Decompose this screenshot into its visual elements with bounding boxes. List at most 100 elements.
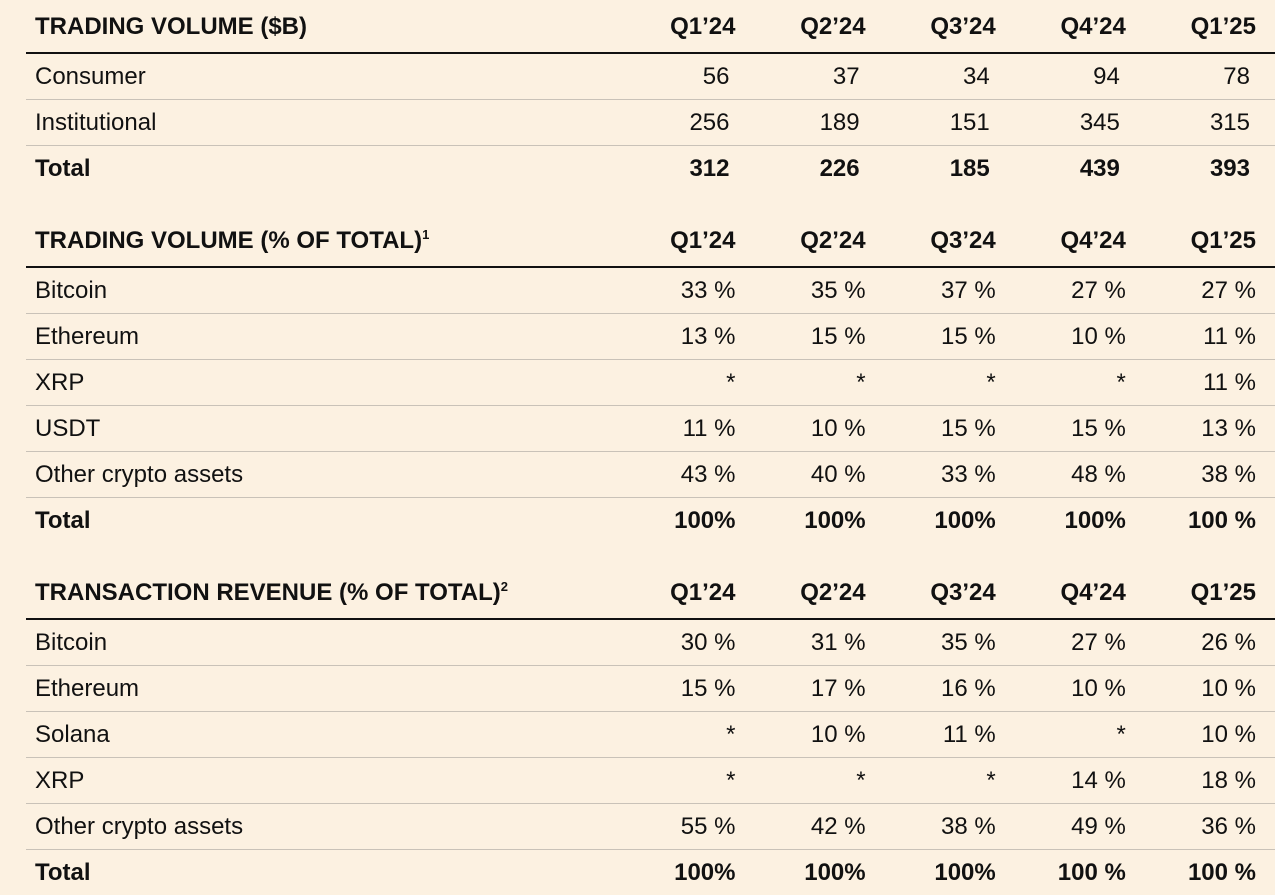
transaction-revenue-percent-table: TRANSACTION REVENUE (% OF TOTAL)2 Q1’24 … <box>26 568 1275 895</box>
cell-value: 100% <box>754 850 884 895</box>
cell-value: 10 % <box>754 406 884 452</box>
row-label: Ethereum <box>26 314 624 360</box>
cell-value: 48 % <box>1015 452 1145 498</box>
cell-value: 345 <box>1015 100 1145 146</box>
row-label: XRP <box>26 758 624 804</box>
table-row: USDT 11 % 10 % 15 % 15 % 13 % <box>26 406 1275 452</box>
cell-value: 439 <box>1015 146 1145 192</box>
cell-value: 34 <box>885 53 1015 100</box>
cell-value: 27 % <box>1015 267 1145 314</box>
cell-value: 100% <box>885 850 1015 895</box>
table-row: Ethereum 13 % 15 % 15 % 10 % 11 % <box>26 314 1275 360</box>
cell-value: * <box>624 360 754 406</box>
trading-volume-percent-table: TRADING VOLUME (% OF TOTAL)1 Q1’24 Q2’24… <box>26 216 1275 543</box>
table-row: Institutional 256 189 151 345 315 <box>26 100 1275 146</box>
cell-value: 11 % <box>1145 314 1275 360</box>
footnote-marker: 1 <box>422 227 429 242</box>
cell-value: * <box>624 712 754 758</box>
column-header: Q1’24 <box>624 2 754 53</box>
cell-value: 15 % <box>1015 406 1145 452</box>
cell-value: * <box>1015 360 1145 406</box>
cell-value: 100% <box>885 498 1015 544</box>
table-row: Bitcoin 33 % 35 % 37 % 27 % 27 % <box>26 267 1275 314</box>
cell-value: 37 <box>754 53 884 100</box>
cell-value: * <box>754 360 884 406</box>
cell-value: 10 % <box>1015 314 1145 360</box>
table-title: TRADING VOLUME ($B) <box>26 2 624 53</box>
cell-value: 10 % <box>1015 666 1145 712</box>
cell-value: 37 % <box>885 267 1015 314</box>
cell-value: 100 % <box>1145 498 1275 544</box>
cell-value: 15 % <box>885 406 1015 452</box>
row-label: Total <box>26 146 624 192</box>
cell-value: 42 % <box>754 804 884 850</box>
cell-value: 16 % <box>885 666 1015 712</box>
total-row: Total 100% 100% 100% 100 % 100 % <box>26 850 1275 895</box>
cell-value: 11 % <box>1145 360 1275 406</box>
table-row: Bitcoin 30 % 31 % 35 % 27 % 26 % <box>26 619 1275 666</box>
row-label: Bitcoin <box>26 619 624 666</box>
cell-value: 94 <box>1015 53 1145 100</box>
cell-value: 78 <box>1145 53 1275 100</box>
table-row: Solana * 10 % 11 % * 10 % <box>26 712 1275 758</box>
row-label: Total <box>26 498 624 544</box>
column-header: Q1’25 <box>1145 568 1275 619</box>
cell-value: 100 % <box>1145 850 1275 895</box>
row-label: Consumer <box>26 53 624 100</box>
cell-value: 55 % <box>624 804 754 850</box>
cell-value: 256 <box>624 100 754 146</box>
cell-value: 33 % <box>885 452 1015 498</box>
table-header-row: TRADING VOLUME (% OF TOTAL)1 Q1’24 Q2’24… <box>26 216 1275 267</box>
cell-value: * <box>885 360 1015 406</box>
cell-value: 38 % <box>1145 452 1275 498</box>
table-row: Ethereum 15 % 17 % 16 % 10 % 10 % <box>26 666 1275 712</box>
row-label: USDT <box>26 406 624 452</box>
cell-value: * <box>1015 712 1145 758</box>
row-label: XRP <box>26 360 624 406</box>
cell-value: 11 % <box>885 712 1015 758</box>
column-header: Q1’25 <box>1145 2 1275 53</box>
column-header: Q1’25 <box>1145 216 1275 267</box>
total-row: Total 100% 100% 100% 100% 100 % <box>26 498 1275 544</box>
cell-value: 15 % <box>885 314 1015 360</box>
cell-value: 38 % <box>885 804 1015 850</box>
table-row: XRP * * * * 11 % <box>26 360 1275 406</box>
cell-value: 226 <box>754 146 884 192</box>
footnote-marker: 2 <box>501 579 508 594</box>
cell-value: 33 % <box>624 267 754 314</box>
cell-value: 30 % <box>624 619 754 666</box>
cell-value: 27 % <box>1145 267 1275 314</box>
cell-value: 312 <box>624 146 754 192</box>
cell-value: 189 <box>754 100 884 146</box>
column-header: Q4’24 <box>1015 2 1145 53</box>
cell-value: 13 % <box>624 314 754 360</box>
column-header: Q3’24 <box>885 568 1015 619</box>
column-header: Q3’24 <box>885 2 1015 53</box>
cell-value: 26 % <box>1145 619 1275 666</box>
table-row: Other crypto assets 55 % 42 % 38 % 49 % … <box>26 804 1275 850</box>
cell-value: * <box>885 758 1015 804</box>
cell-value: 10 % <box>1145 666 1275 712</box>
table-title: TRADING VOLUME (% OF TOTAL)1 <box>26 216 624 267</box>
total-row: Total 312 226 185 439 393 <box>26 146 1275 192</box>
cell-value: * <box>754 758 884 804</box>
table-row: Consumer 56 37 34 94 78 <box>26 53 1275 100</box>
column-header: Q2’24 <box>754 2 884 53</box>
cell-value: 10 % <box>754 712 884 758</box>
cell-value: 315 <box>1145 100 1275 146</box>
cell-value: 18 % <box>1145 758 1275 804</box>
row-label: Bitcoin <box>26 267 624 314</box>
cell-value: 100% <box>1015 498 1145 544</box>
column-header: Q4’24 <box>1015 568 1145 619</box>
cell-value: 13 % <box>1145 406 1275 452</box>
cell-value: 40 % <box>754 452 884 498</box>
cell-value: 27 % <box>1015 619 1145 666</box>
cell-value: 100% <box>754 498 884 544</box>
cell-value: 10 % <box>1145 712 1275 758</box>
cell-value: 15 % <box>754 314 884 360</box>
row-label: Institutional <box>26 100 624 146</box>
cell-value: 151 <box>885 100 1015 146</box>
table-header-row: TRADING VOLUME ($B) Q1’24 Q2’24 Q3’24 Q4… <box>26 2 1275 53</box>
column-header: Q2’24 <box>754 568 884 619</box>
cell-value: 100% <box>624 850 754 895</box>
